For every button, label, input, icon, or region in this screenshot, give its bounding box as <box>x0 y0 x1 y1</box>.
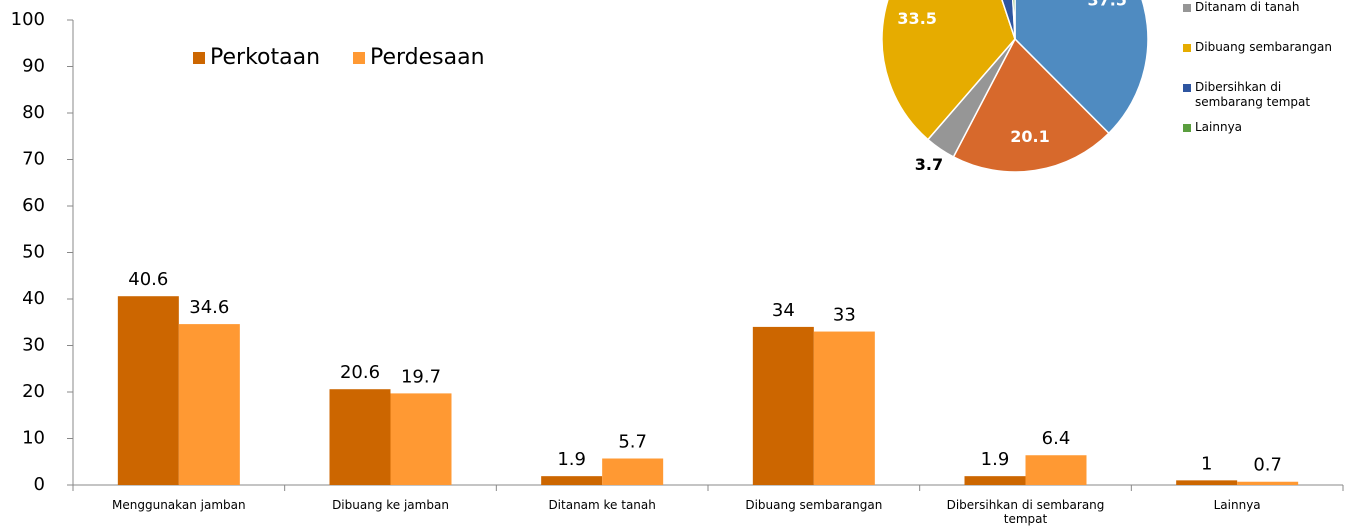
bar <box>178 324 240 485</box>
legend-label: Perdesaan <box>370 45 485 70</box>
data-label: 1 <box>1201 453 1212 474</box>
data-label: 34.6 <box>189 297 229 318</box>
bar <box>117 296 179 485</box>
y-tick-label: 80 <box>22 102 45 123</box>
data-label: 0.7 <box>1253 455 1282 476</box>
bar <box>1176 480 1238 485</box>
slice-label: 37.5 <box>1087 0 1126 9</box>
data-label: 6.4 <box>1042 428 1071 449</box>
data-label: 40.6 <box>128 269 168 290</box>
x-tick-label: Ditanam ke tanah <box>548 498 656 512</box>
bar <box>964 476 1026 485</box>
bar <box>602 458 664 485</box>
bar <box>390 393 452 485</box>
x-tick-label: Dibuang sembarangan <box>745 498 883 512</box>
pie-legend-item: Ditanam di tanah <box>1183 0 1345 15</box>
x-tick-label: Lainnya <box>1213 498 1261 512</box>
legend-label: Dibersihkan di sembarang tempat <box>1195 80 1311 109</box>
legend-swatch <box>193 52 205 64</box>
pie-legend-item: Lainnya <box>1183 120 1345 135</box>
pie-legend-item: Dibuang sembarangan <box>1183 40 1345 55</box>
data-label: 20.6 <box>340 362 380 383</box>
pie-slice <box>952 37 1110 173</box>
x-tick-label: Dibersihkan di sembarang tempat <box>946 498 1105 526</box>
legend-swatch <box>1183 4 1191 12</box>
legend-swatch <box>353 52 365 64</box>
y-tick-label: 90 <box>22 56 45 77</box>
bar <box>1237 481 1299 485</box>
legend-swatch <box>1183 124 1191 132</box>
data-label: 33 <box>833 305 856 326</box>
pie-slice <box>1014 0 1149 135</box>
bar <box>752 326 814 485</box>
legend-label: Perkotaan <box>210 45 320 70</box>
y-tick-label: 10 <box>22 428 45 449</box>
y-tick-label: 60 <box>22 195 45 216</box>
pie-slice <box>1012 0 1016 40</box>
bar <box>541 476 603 485</box>
data-label: 1.9 <box>981 449 1010 470</box>
bar <box>1025 455 1087 485</box>
y-tick-label: 20 <box>22 381 45 402</box>
legend-swatch <box>1183 44 1191 52</box>
data-label: 34 <box>772 300 795 321</box>
pie-legend-item: Dibersihkan di sembarang tempat <box>1183 80 1345 110</box>
legend-label: Dibuang sembarangan <box>1195 40 1332 54</box>
slice-label: 33.5 <box>897 9 936 28</box>
y-tick-label: 70 <box>22 149 45 170</box>
legend-swatch <box>1183 84 1191 92</box>
y-tick-label: 100 <box>11 9 45 30</box>
y-tick-label: 40 <box>22 288 45 309</box>
slice-label: 20.1 <box>1010 127 1049 146</box>
data-label: 1.9 <box>557 449 586 470</box>
data-label: 5.7 <box>618 431 647 452</box>
bar <box>813 331 875 485</box>
x-tick-label: Menggunakan jamban <box>112 498 246 512</box>
legend-label: Lainnya <box>1195 120 1243 134</box>
slice-label: 3.7 <box>915 155 943 174</box>
y-tick-label: 0 <box>34 474 45 495</box>
y-tick-label: 30 <box>22 335 45 356</box>
y-tick-label: 50 <box>22 242 45 263</box>
bar <box>329 389 391 485</box>
data-label: 19.7 <box>401 366 441 387</box>
pie-slice <box>881 0 1016 141</box>
legend-label: Ditanam di tanah <box>1195 0 1300 14</box>
pie-slice <box>1001 0 1016 40</box>
x-tick-label: Dibuang ke jamban <box>332 498 449 512</box>
